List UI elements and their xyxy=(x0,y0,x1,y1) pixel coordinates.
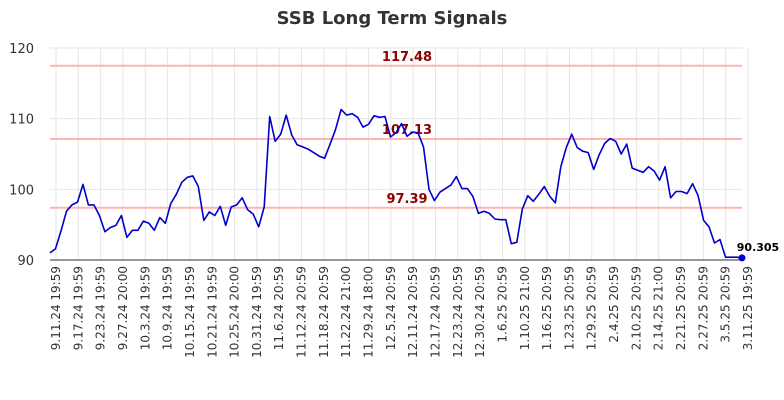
series: 90.305 xyxy=(49,108,779,262)
x-tick-label: 2.10.25 20:59 xyxy=(629,266,643,350)
x-tick-label: 1.29.25 20:59 xyxy=(585,266,599,350)
x-tick-label: 1.16.25 20:59 xyxy=(540,266,554,350)
x-tick-label: 9.27.24 20:00 xyxy=(116,266,130,350)
x-tick-label: 10.31.24 19:59 xyxy=(250,266,264,358)
last-value-label: 90.305 xyxy=(737,241,779,254)
x-tick-label: 10.15.24 19:59 xyxy=(183,266,197,358)
price-line xyxy=(49,108,743,259)
x-tick-label: 9.17.24 19:59 xyxy=(71,266,85,350)
x-tick-label: 2.4.25 20:59 xyxy=(607,266,621,343)
x-axis: 9.11.24 19:59 9.17.24 19:59 9.23.24 19:59 9… xyxy=(49,266,755,358)
x-tick-label: 10.21.24 19:59 xyxy=(205,266,219,358)
x-tick-label: 11.22.24 21:00 xyxy=(339,266,353,358)
x-tick-label: 1.6.25 20:59 xyxy=(495,266,509,343)
x-tick-label: 10.3.24 19:59 xyxy=(138,266,152,350)
x-tick-label: 9.11.24 19:59 xyxy=(49,266,63,350)
y-tick-label: 120 xyxy=(9,42,34,57)
x-tick-label: 12.17.24 20:59 xyxy=(428,266,442,358)
x-tick-label: 9.23.24 19:59 xyxy=(94,266,108,350)
y-tick-label: 100 xyxy=(9,183,34,198)
x-tick-label: 12.11.24 20:59 xyxy=(406,266,420,358)
x-tick-label: 2.27.25 20:59 xyxy=(696,266,710,350)
x-tick-label: 10.9.24 19:59 xyxy=(161,266,175,350)
signal-level-label: 97.39 xyxy=(386,192,427,207)
x-tick-label: 1.23.25 20:59 xyxy=(562,266,576,350)
x-tick-label: 11.29.24 18:00 xyxy=(362,266,376,358)
x-tick-label: 3.5.25 20:59 xyxy=(719,266,733,343)
grid xyxy=(50,47,749,261)
x-tick-label: 11.6.24 20:59 xyxy=(272,266,286,350)
y-tick-label: 90 xyxy=(17,254,34,269)
x-tick-label: 3.11.25 19:59 xyxy=(741,266,755,350)
x-tick-label: 1.10.25 21:00 xyxy=(518,266,532,350)
signal-level-label: 117.48 xyxy=(382,50,432,65)
last-value-marker xyxy=(738,254,746,262)
x-tick-label: 2.21.25 20:59 xyxy=(674,266,688,350)
y-axis: 90 100 110 120 xyxy=(9,42,742,269)
x-tick-label: 10.25.24 20:00 xyxy=(228,266,242,358)
x-tick-label: 12.30.24 20:59 xyxy=(473,266,487,358)
chart-title: SSB Long Term Signals xyxy=(276,8,508,29)
x-tick-label: 12.23.24 20:59 xyxy=(451,266,465,358)
x-tick-label: 12.5.24 20:59 xyxy=(384,266,398,350)
x-tick-label: 2.14.25 21:00 xyxy=(652,266,666,350)
y-tick-label: 110 xyxy=(9,113,34,128)
x-tick-label: 11.12.24 20:59 xyxy=(295,266,309,358)
x-tick-label: 11.18.24 20:59 xyxy=(317,266,331,358)
